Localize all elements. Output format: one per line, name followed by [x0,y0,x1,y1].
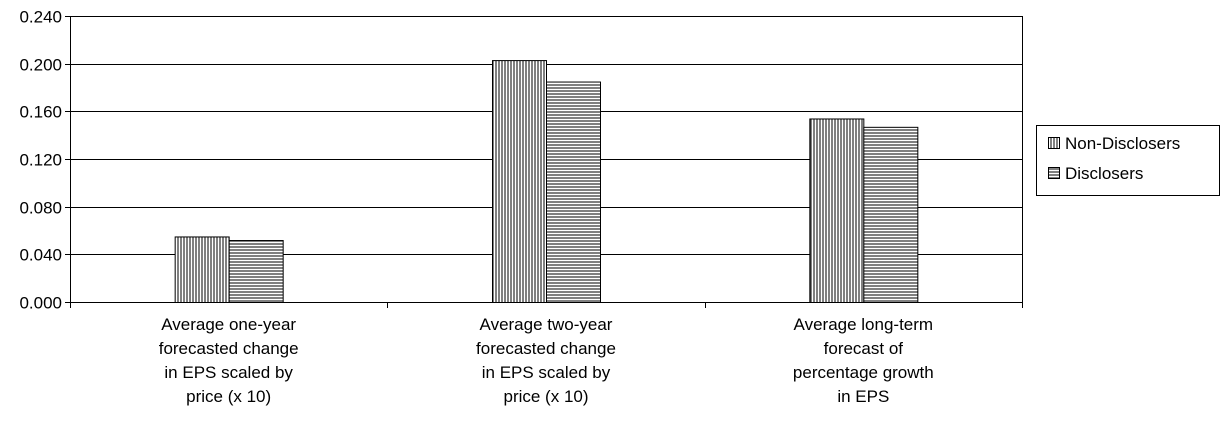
bar-disclosers [546,81,601,303]
y-tick-label: 0.080 [19,199,62,218]
bar-non-disclosers [492,60,547,304]
x-category-label-line: Average two-year [480,315,613,334]
x-category-label-line: in EPS scaled by [482,363,611,382]
bars [174,60,919,304]
x-category-label-line: percentage growth [793,363,934,382]
y-tick-label: 0.000 [19,294,62,313]
bar-non-disclosers [809,118,865,303]
legend-label: Disclosers [1065,164,1143,183]
y-tick-label: 0.160 [19,103,62,122]
legend: Non-Disclosers Disclosers [1036,125,1220,196]
x-category-label-line: forecasted change [476,339,616,358]
legend-box [1036,125,1220,196]
legend-swatch-disclosers [1048,167,1060,179]
y-tick-label: 0.240 [19,8,62,27]
x-category-label-line: in EPS scaled by [164,363,293,382]
bar-disclosers [863,126,919,303]
y-tick-label: 0.120 [19,151,62,170]
x-category-label: Average one-year forecasted change in EPS … [159,315,299,406]
x-category-label: Average two-year forecasted change in EPS … [476,315,616,406]
y-tick-label: 0.200 [19,56,62,75]
x-category-label-line: price (x 10) [503,387,588,406]
legend-label: Non-Disclosers [1065,134,1180,153]
x-category-label-line: forecast of [824,339,904,358]
labels: 0.000 0.040 0.080 0.120 0.160 0.200 0.240 Avera… [19,8,933,407]
legend-swatch-non-disclosers [1048,137,1060,149]
bar-disclosers [228,240,284,304]
x-category-label: Average long-term forecast of percentage g… [793,315,934,406]
bar-non-disclosers [174,236,230,303]
x-category-label-line: Average one-year [161,315,296,334]
y-tick-label: 0.040 [19,246,62,265]
x-category-label-line: forecasted change [159,339,299,358]
x-category-label-line: Average long-term [794,315,934,334]
x-category-label-line: in EPS [837,387,889,406]
x-category-label-line: price (x 10) [186,387,271,406]
